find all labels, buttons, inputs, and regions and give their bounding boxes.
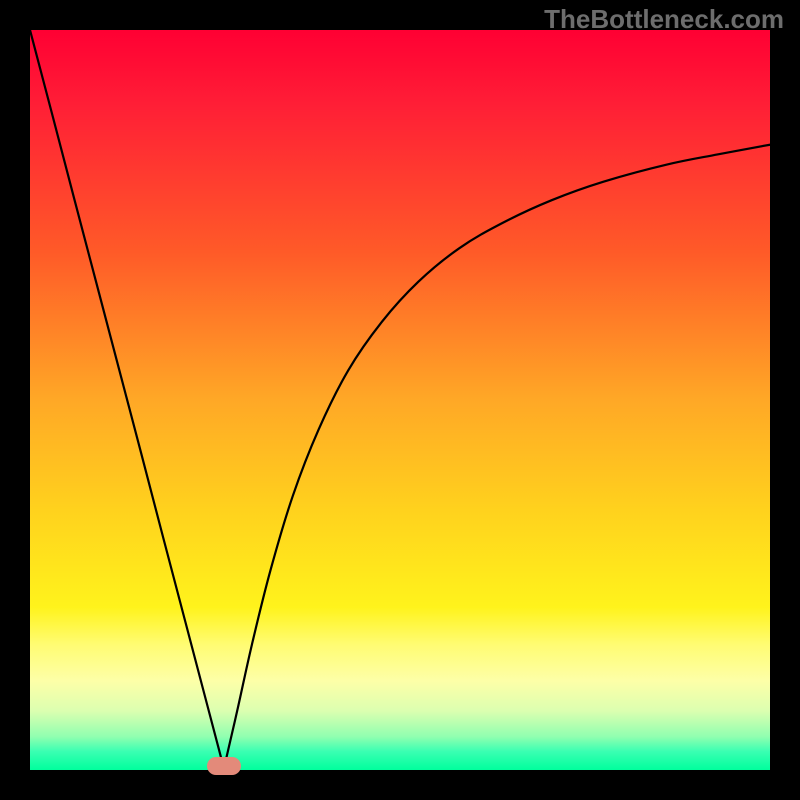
gradient-background bbox=[30, 30, 770, 770]
plot-area bbox=[30, 30, 770, 770]
chart-stage: TheBottleneck.com bbox=[0, 0, 800, 800]
watermark-text: TheBottleneck.com bbox=[544, 4, 784, 35]
optimal-point-marker bbox=[207, 757, 241, 775]
